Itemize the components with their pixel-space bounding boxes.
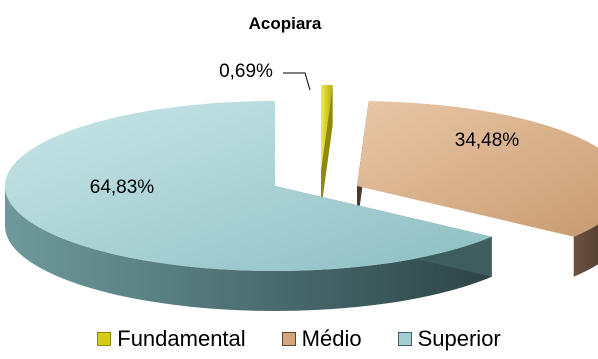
legend-swatch-medio — [281, 332, 296, 346]
legend-swatch-fundamental — [97, 332, 112, 346]
data-label-fundamental: 0,69% — [219, 61, 273, 82]
pie-slices — [5, 85, 598, 312]
slice-top-superior — [5, 101, 492, 271]
legend-item-fundamental: Fundamental — [97, 326, 246, 352]
legend-item-superior: Superior — [397, 326, 501, 352]
data-labels: 0,69% 34,48% 64,83% — [90, 61, 520, 198]
leader-line-fundamental — [283, 72, 311, 91]
pie-slice-fundamental — [321, 85, 333, 210]
chart-title: Acopiara — [249, 14, 322, 33]
slice-side-medio — [573, 224, 598, 277]
pie-slice-superior — [5, 101, 492, 312]
slice-top-medio — [357, 101, 598, 237]
legend-swatch-superior — [397, 332, 412, 346]
legend-item-medio: Médio — [281, 326, 362, 352]
slice-side-superior — [5, 186, 492, 312]
data-label-medio: 34,48% — [455, 130, 520, 151]
pie-slice-medio — [357, 101, 598, 277]
slice-wall-fundamental — [321, 85, 333, 210]
legend-label-fundamental: Fundamental — [117, 326, 246, 351]
legend-label-medio: Médio — [301, 326, 362, 351]
legend-label-superior: Superior — [417, 326, 501, 351]
legend: Fundamental Médio Superior — [0, 324, 598, 354]
data-label-superior: 64,83% — [90, 177, 155, 198]
slice-top-fundamental — [321, 85, 333, 170]
